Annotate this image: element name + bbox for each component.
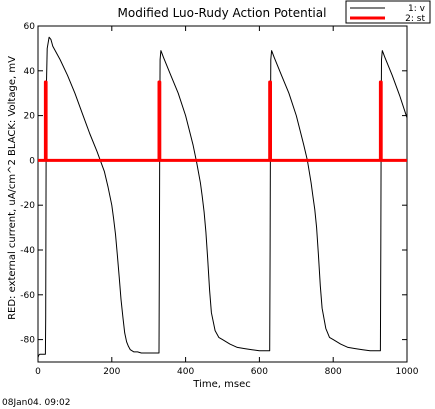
legend: 1: v2: st	[345, 0, 431, 24]
series-layer	[37, 36, 408, 358]
y-tick-label: -80	[20, 336, 35, 346]
x-tick-label: 0	[35, 367, 41, 377]
x-tick-label: 600	[251, 367, 268, 377]
chart-title: Modified Luo-Rudy Action Potential	[118, 6, 327, 20]
plot-frame	[37, 25, 408, 363]
timestamp: 08Jan04. 09:02	[2, 398, 71, 408]
y-tick-label: 20	[24, 112, 36, 122]
x-tick-label: 200	[103, 367, 120, 377]
series-line-v	[37, 36, 408, 358]
legend-entry-v: 1: v	[408, 4, 426, 14]
x-tick-label: 1000	[396, 367, 419, 377]
y-tick-label: -40	[20, 246, 35, 256]
y-tick-label: 0	[29, 156, 35, 166]
x-tick-label: 400	[177, 367, 194, 377]
x-tick-label: 800	[325, 367, 342, 377]
series-line-st	[38, 80, 407, 162]
y-tick-label: 40	[24, 67, 36, 77]
x-axis-label: Time, msec	[192, 379, 250, 390]
axis-ticks: 0 200 400 600 800 1000 -80 -60 -40 -20 0 20 40 60	[20, 22, 418, 377]
y-tick-label: 60	[24, 22, 36, 32]
y-axis-label: RED: external current, uA/cm^2 BLACK: Vo…	[7, 56, 18, 320]
plot-border	[37, 25, 408, 363]
legend-entry-st: 2: st	[405, 14, 425, 24]
y-tick-label: -20	[20, 201, 35, 211]
y-tick-label: -60	[20, 291, 35, 301]
